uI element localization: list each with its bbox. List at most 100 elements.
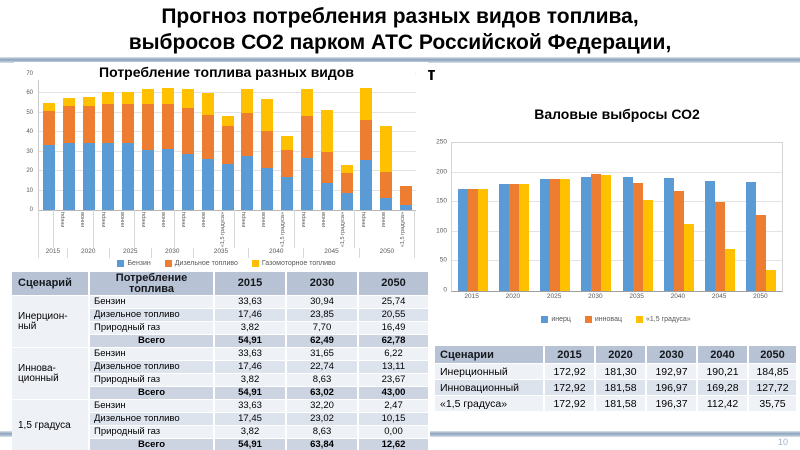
- value-cell: 17,45: [215, 413, 287, 426]
- total-label-cell: Всего: [90, 335, 215, 348]
- year-label: 2020: [505, 293, 521, 300]
- bar-label-slot: «1,5 градуса»: [214, 210, 234, 248]
- total-value-cell: 12,62: [359, 439, 430, 450]
- bar-label-slot: иннов: [375, 210, 395, 248]
- bar-slot: [218, 74, 238, 210]
- stacked-bar: [241, 88, 254, 210]
- scenario-bar-label: иннов: [160, 212, 167, 228]
- gridline: [452, 230, 782, 232]
- co2-chart-year-axis: 2015 2020 2025 2030 2035 2040 2045 2050: [451, 293, 781, 300]
- slide-title-unit: т: [427, 64, 436, 84]
- bar-group: [297, 74, 357, 210]
- bar-label-slot: инерц: [295, 210, 315, 248]
- bar-slot: [79, 74, 99, 210]
- bar-slot: [138, 74, 158, 210]
- gridline: [452, 201, 782, 203]
- value-cell: 196,97: [647, 380, 698, 396]
- bar-group: [493, 143, 534, 291]
- bar-segment: [221, 126, 234, 165]
- value-cell: 7,70: [287, 322, 359, 335]
- bar-segment: [281, 149, 294, 177]
- bar-segment: [62, 105, 75, 143]
- stacked-bar: [261, 99, 274, 210]
- y-axis-label: 100: [436, 227, 447, 235]
- legend-swatch: [251, 259, 259, 267]
- bar-slot: [59, 74, 79, 210]
- y-axis-label: 0: [29, 207, 33, 213]
- column-header: 2015: [215, 272, 287, 296]
- fuel-type-cell: Дизельное топливо: [90, 309, 215, 322]
- scenario-cell: 1,5 градуса: [12, 400, 90, 450]
- bar-slot: [277, 74, 297, 210]
- bar-segment: [161, 87, 174, 105]
- bar-segment: [380, 197, 393, 210]
- fuel-chart-year-axis: 2015 2020 2025 2030 2035 2040 2045 2050: [38, 248, 415, 258]
- total-row: Всего 54,91 63,84 12,62: [12, 439, 430, 450]
- co2-emissions-chart: Валовые выбросы СО2 0 50 100 150 200 250 2015…: [435, 64, 798, 328]
- stacked-bar: [122, 91, 135, 210]
- bar-group: [452, 143, 493, 291]
- column-header: 2030: [287, 272, 359, 296]
- value-cell: 20,55: [359, 309, 430, 322]
- scenario-cell: Инерционный: [435, 364, 545, 380]
- column-header: 2030: [647, 346, 698, 364]
- y-axis-label: 20: [26, 168, 33, 175]
- scenario-bar-label: иннов: [260, 212, 267, 228]
- table-row: Инерцион- ный Бензин 33,63 30,94 25,74: [12, 296, 430, 348]
- y-axis-label: 70: [26, 71, 33, 77]
- bar-label-slot: инерц: [175, 210, 195, 248]
- stacked-bar: [300, 88, 313, 210]
- year-label: 2015: [38, 248, 68, 258]
- bar: [766, 269, 777, 291]
- bar-segment: [380, 172, 393, 198]
- bar-group: [576, 143, 617, 291]
- value-cell: 172,92: [545, 380, 596, 396]
- bar-label-slot: иннов: [195, 210, 215, 248]
- value-cell: 25,74: [359, 296, 430, 309]
- column-header: 2050: [359, 272, 430, 296]
- scenario-bar-label: «1,5 градуса»: [340, 212, 347, 248]
- scenario-bar-label: иннов: [320, 212, 327, 228]
- table-row: Природный газ 3,82 8,63 0,00: [12, 426, 430, 439]
- bar-label-group: [38, 210, 55, 248]
- bar-segment: [360, 88, 373, 121]
- y-axis-label: 10: [26, 187, 33, 194]
- legend-swatch: [117, 259, 125, 267]
- bar-segment: [181, 153, 194, 210]
- bar: [560, 179, 571, 291]
- total-value-cell: 63,02: [287, 387, 359, 400]
- table-row: Инновационный 172,92 181,58 196,97 169,28 127…: [435, 380, 798, 396]
- scenario-cell: Инерцион- ный: [12, 296, 90, 348]
- table-row: Инерционный 172,92 181,30 192,97 190,21 184,8…: [435, 364, 798, 380]
- column-header: Потребление топлива: [90, 272, 215, 296]
- year-label: 2025: [546, 293, 562, 300]
- y-axis-label: 250: [436, 138, 447, 146]
- legend-label: Бензин: [127, 259, 151, 267]
- bar-segment: [142, 88, 155, 104]
- total-value-cell: 54,91: [215, 335, 287, 348]
- legend-item: инновац: [584, 315, 622, 323]
- bar: [498, 183, 509, 291]
- table-row: Иннова- ционный Бензин 33,63 31,65 6,22: [12, 348, 430, 400]
- legend-swatch: [164, 259, 172, 267]
- bar-slot: [39, 74, 59, 210]
- bar: [663, 178, 674, 291]
- scenario-bar-label: инерц: [60, 212, 67, 228]
- bar-segment: [122, 103, 135, 143]
- bar-slot: [357, 74, 377, 210]
- bar-segment: [201, 92, 214, 115]
- bar: [477, 188, 488, 291]
- value-cell: 0,00: [359, 426, 430, 439]
- bar-group: [59, 74, 99, 210]
- bar-group: [357, 74, 417, 210]
- bar-group: [658, 143, 699, 291]
- fuel-chart-title: Потребление топлива разных видов: [38, 64, 415, 80]
- total-row: Всего 54,91 62,49 62,78: [12, 335, 430, 348]
- bar: [508, 183, 519, 291]
- column-header: 2015: [545, 346, 596, 364]
- bar-segment: [320, 151, 333, 183]
- value-cell: 32,20: [287, 400, 359, 413]
- stacked-bar: [340, 165, 353, 210]
- fuel-type-cell: Дизельное топливо: [90, 413, 215, 426]
- bar: [467, 188, 478, 291]
